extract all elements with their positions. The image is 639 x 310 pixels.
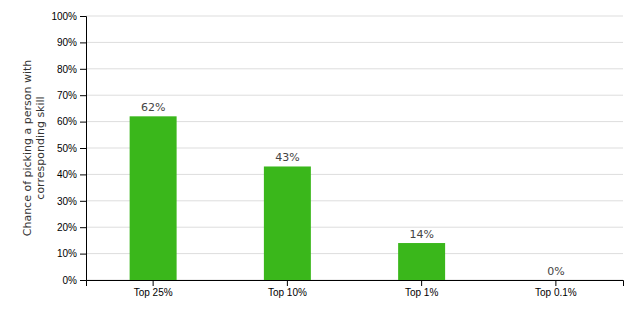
y-tick-mark xyxy=(80,42,86,43)
y-tick-mark xyxy=(80,254,86,255)
x-tick-mark xyxy=(555,280,556,286)
y-tick-label: 60% xyxy=(57,116,77,127)
x-axis-line xyxy=(87,281,624,287)
y-axis: 0% 10% 20% 30% 40% 50% 60% 70% 80% 90% 100% xyxy=(51,11,86,286)
y-tick: 30% xyxy=(57,196,86,207)
grid-line xyxy=(86,16,623,17)
y-tick-mark xyxy=(80,148,86,149)
y-tick-label: 20% xyxy=(57,222,77,233)
y-tick-label: 90% xyxy=(57,37,77,48)
y-tick-label: 80% xyxy=(57,64,77,75)
x-tick-label: Top 10% xyxy=(268,287,307,298)
data-label: 0% xyxy=(547,265,564,278)
data-label: 43% xyxy=(275,151,299,164)
y-tick-label: 50% xyxy=(57,143,77,154)
y-tick: 40% xyxy=(57,169,86,180)
chart: 0% 10% 20% 30% 40% 50% 60% 70% 80% 90% 100% Top 25%… xyxy=(0,0,639,310)
y-tick-mark xyxy=(80,95,86,96)
bar xyxy=(264,166,311,280)
y-tick-label: 70% xyxy=(57,90,77,101)
y-tick: 10% xyxy=(57,248,86,259)
bar xyxy=(532,280,579,281)
x-tick-label: Top 25% xyxy=(134,287,173,298)
bar xyxy=(398,243,445,280)
x-tick-label: Top 1% xyxy=(405,287,438,298)
grid-line xyxy=(86,68,623,69)
y-tick-label: 100% xyxy=(51,11,77,22)
y-tick: 50% xyxy=(57,143,86,154)
y-tick-mark xyxy=(80,174,86,175)
y-tick: 70% xyxy=(57,90,86,101)
bar xyxy=(130,116,177,280)
x-tick-mark xyxy=(153,280,154,286)
grid-line xyxy=(86,95,623,96)
x-axis: Top 25% Top 10% Top 1% Top 0.1% xyxy=(87,280,624,298)
y-tick-label: 10% xyxy=(57,248,77,259)
x-tick-mark xyxy=(287,280,288,286)
y-tick: 100% xyxy=(51,11,86,22)
x-tick-mark xyxy=(421,280,422,286)
y-tick-mark xyxy=(80,16,86,17)
y-tick: 0% xyxy=(63,275,86,286)
y-tick: 90% xyxy=(57,37,86,48)
y-tick-label: 30% xyxy=(57,196,77,207)
y-axis-line xyxy=(80,17,87,281)
y-tick: 80% xyxy=(57,64,86,75)
grid-line xyxy=(86,42,623,43)
y-tick-mark xyxy=(80,69,86,70)
data-label: 14% xyxy=(409,228,433,241)
data-labels: 62% 43% 14% 0% xyxy=(141,101,565,278)
x-tick: Top 25% xyxy=(134,280,173,298)
data-label: 62% xyxy=(141,101,165,114)
y-axis-title: Chance of picking a person withcorrespon… xyxy=(21,60,47,237)
plot: 0% 10% 20% 30% 40% 50% 60% 70% 80% 90% 100% Top 25%… xyxy=(51,11,623,298)
grid xyxy=(86,16,623,280)
bars xyxy=(130,116,445,280)
x-tick: Top 1% xyxy=(405,280,438,298)
x-tick-label: Top 0.1% xyxy=(535,287,577,298)
y-tick-mark xyxy=(80,280,86,281)
y-tick-mark xyxy=(80,227,86,228)
y-tick-label: 40% xyxy=(57,169,77,180)
y-tick: 60% xyxy=(57,116,86,127)
y-tick-mark xyxy=(80,201,86,202)
y-tick: 20% xyxy=(57,222,86,233)
x-tick: Top 10% xyxy=(268,280,307,298)
y-tick-mark xyxy=(80,122,86,123)
y-tick-label: 0% xyxy=(63,275,78,286)
x-tick: Top 0.1% xyxy=(535,280,577,298)
